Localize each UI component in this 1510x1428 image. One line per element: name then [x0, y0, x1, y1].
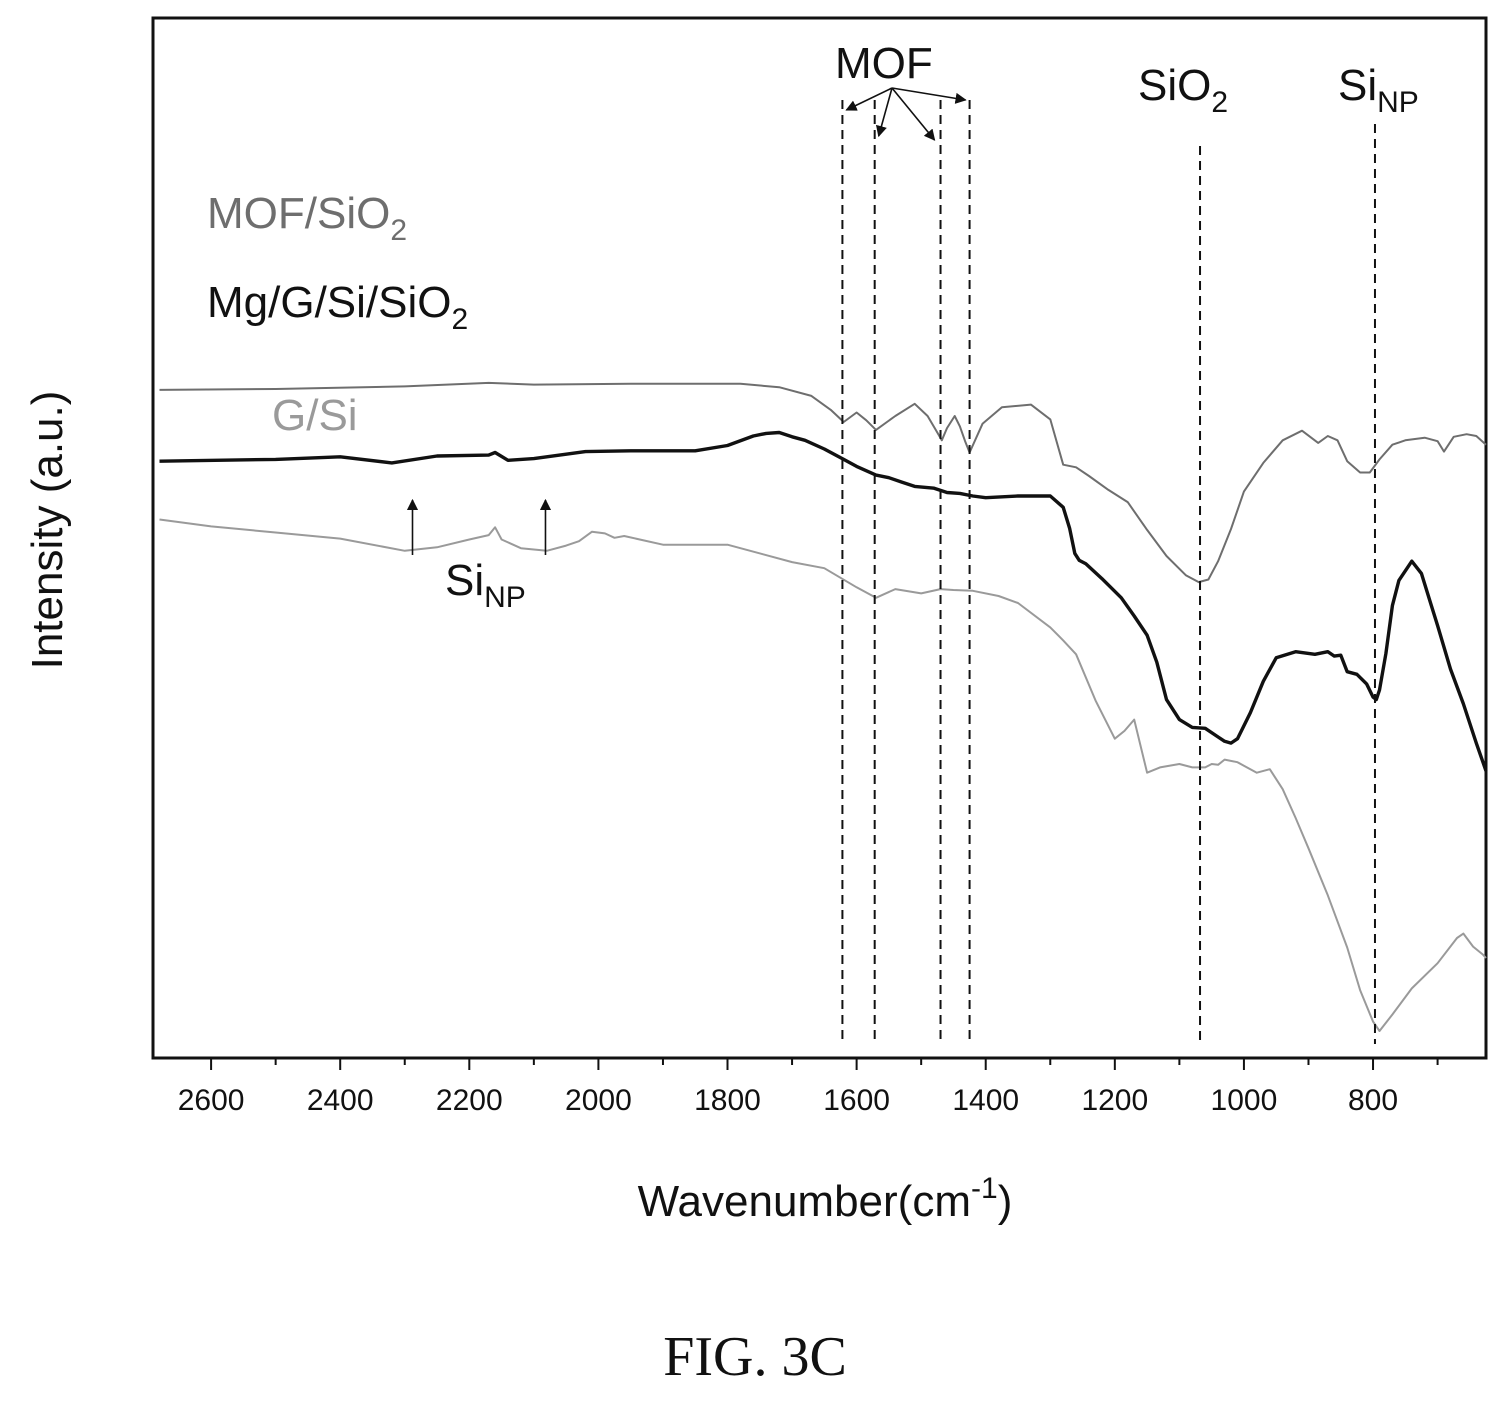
series-label-g-si: G/Si	[272, 391, 358, 440]
mof-pointer-arrow	[891, 87, 936, 141]
x-tick-label: 1600	[823, 1084, 890, 1117]
ftir-chart: 2600 2400 2200 2000 1800 1600 1400 1200 1000 800 …	[23, 16, 1488, 1226]
x-tick-label: 2200	[436, 1084, 503, 1117]
mof-pointer-arrow	[845, 87, 893, 111]
annotation-layer	[406, 87, 1376, 1044]
series-label-mg-g-si-sio2: Mg/G/Si/SiO2	[207, 278, 468, 336]
x-tick-label: 1000	[1211, 1084, 1278, 1117]
x-tick-label: 800	[1348, 1084, 1398, 1117]
annotation-mof: MOF	[835, 39, 933, 88]
x-axis-ticks: 2600 2400 2200 2000 1800 1600 1400 1200 1000 800	[178, 1058, 1439, 1117]
annotation-si-np-arrows: SiNP	[445, 556, 526, 614]
x-tick-label: 2600	[178, 1084, 245, 1117]
series-line-g-si	[159, 518, 1487, 1032]
y-axis-title: Intensity (a.u.)	[23, 391, 72, 670]
mof-pointer-arrow	[875, 87, 893, 138]
plot-frame	[151, 16, 1488, 1060]
x-axis-title: Wavenumber(cm-1)	[638, 1172, 1013, 1226]
series-line-mg-g-si-sio2	[159, 430, 1488, 772]
series-line-mof-sio2	[159, 381, 1487, 584]
x-tick-label: 1800	[694, 1084, 761, 1117]
annotation-si-np-peak: SiNP	[1338, 61, 1419, 119]
series-label-mof-sio2: MOF/SiO2	[207, 189, 407, 247]
x-tick-label: 1200	[1081, 1084, 1148, 1117]
annotation-sio2: SiO2	[1138, 61, 1228, 119]
plot-border	[151, 16, 1488, 1060]
figure-caption: FIG. 3C	[663, 1326, 847, 1388]
x-tick-label: 1400	[952, 1084, 1019, 1117]
mof-pointer-arrow	[891, 87, 967, 104]
series-layer	[159, 381, 1488, 1032]
x-tick-label: 2400	[307, 1084, 374, 1117]
x-tick-label: 2000	[565, 1084, 632, 1117]
